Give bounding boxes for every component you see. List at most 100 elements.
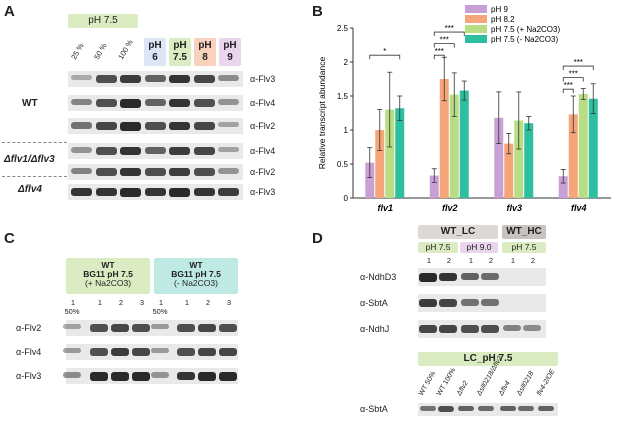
legend-swatch-2 bbox=[465, 25, 487, 33]
blot-band bbox=[63, 348, 81, 354]
blot-band bbox=[144, 147, 166, 154]
blot-band bbox=[419, 299, 437, 307]
blot-band bbox=[538, 406, 554, 412]
blot-band bbox=[151, 372, 169, 378]
c-lane-3: 3 bbox=[139, 298, 145, 307]
c-lane-sub-1: 50% bbox=[64, 307, 80, 316]
ph-box-line1: pH bbox=[198, 40, 212, 51]
d-bottom-lane-1: WT 100% bbox=[435, 366, 458, 397]
lane-label-2: 100 % bbox=[116, 38, 135, 61]
blot-band bbox=[144, 75, 166, 82]
blot-band bbox=[111, 372, 129, 381]
blot-band bbox=[132, 372, 150, 381]
blot-band bbox=[71, 122, 92, 129]
sig-flv2-b-label: *** bbox=[440, 36, 449, 45]
blot-band bbox=[439, 273, 457, 282]
legend-entry-2: pH 7.5 (+ Na2CO3) bbox=[491, 25, 560, 34]
box2-line1: WT bbox=[189, 260, 203, 270]
sig-flv2-c bbox=[433, 31, 465, 37]
blot-band bbox=[523, 325, 541, 331]
sig-flv4-a bbox=[562, 88, 574, 94]
blot-band bbox=[71, 75, 92, 80]
bar-flv4-3 bbox=[588, 98, 598, 198]
bottom-sbta-label: α-SbtA bbox=[360, 404, 388, 414]
blot-band bbox=[419, 325, 437, 333]
blot-band bbox=[95, 188, 117, 197]
blot-band bbox=[461, 299, 479, 306]
blot-band bbox=[151, 348, 169, 354]
bar-flv2-1 bbox=[439, 79, 449, 198]
panel-c-letter: C bbox=[4, 230, 15, 247]
blot-band bbox=[144, 122, 166, 130]
bar-flv3-1 bbox=[504, 143, 514, 198]
blot-band bbox=[218, 168, 239, 174]
ph-box-3: pH 9 bbox=[219, 38, 241, 66]
blot-band bbox=[518, 406, 534, 412]
ph75-header: pH 7.5 bbox=[418, 242, 458, 253]
bar-flv1-1 bbox=[375, 130, 385, 198]
blot-band bbox=[177, 348, 195, 356]
sig-flv4-b-label: *** bbox=[569, 70, 578, 79]
antibody-label-c-0: α-Flv2 bbox=[16, 323, 42, 333]
ph-box-line1: pH bbox=[148, 40, 162, 51]
ph-header: pH 7.5 bbox=[68, 14, 138, 28]
box1-line3: (+ Na2CO3) bbox=[84, 278, 132, 288]
blot-band bbox=[71, 168, 92, 174]
blot-band bbox=[177, 324, 195, 332]
legend-entry-1: pH 8.2 bbox=[491, 15, 515, 24]
blot-band bbox=[144, 99, 166, 106]
blot-band bbox=[439, 325, 457, 333]
sig-flv4-c bbox=[562, 65, 594, 71]
bar-flv1-0 bbox=[365, 162, 375, 198]
blot-band bbox=[169, 147, 190, 155]
blot-band bbox=[219, 372, 237, 381]
bar-flv1-2 bbox=[385, 109, 395, 198]
panel-a-letter: A bbox=[4, 3, 15, 20]
y-tick-label: 2.5 bbox=[337, 24, 349, 33]
blot-band bbox=[95, 75, 117, 83]
blot-band bbox=[219, 348, 237, 356]
blot-band bbox=[219, 324, 237, 332]
blot-band bbox=[481, 273, 499, 280]
blot-band bbox=[218, 75, 239, 81]
ph-box-line2: 8 bbox=[202, 52, 208, 63]
d-bottom-lane-6: flv4-2/OE bbox=[535, 368, 557, 397]
blot-band bbox=[169, 122, 190, 131]
y-tick-label: 1.5 bbox=[337, 92, 349, 101]
box2-line3: (- Na2CO3) bbox=[174, 278, 218, 288]
bar-chart: 0 0.5 1 1.5 2 2.5 Relative transcript abundanc… bbox=[317, 5, 611, 213]
box1-line1: WT bbox=[101, 260, 115, 270]
blot-band bbox=[218, 147, 239, 152]
blot-band bbox=[439, 299, 457, 307]
blot-band bbox=[111, 348, 129, 356]
blot-band bbox=[198, 348, 216, 356]
blot-band bbox=[120, 147, 141, 156]
panel-b-letter: B bbox=[312, 3, 323, 20]
blot-band bbox=[95, 147, 117, 155]
y-tick-label: 1 bbox=[344, 126, 349, 135]
blot-band bbox=[90, 372, 108, 381]
ph90-header: pH 9.0 bbox=[460, 242, 498, 253]
bar-flv2-0 bbox=[429, 175, 439, 198]
blot-band bbox=[71, 99, 92, 105]
x-tick-label-flv1: flv1 bbox=[377, 203, 393, 213]
legend-entry-0: pH 9 bbox=[491, 5, 508, 14]
blot-band bbox=[95, 99, 117, 107]
blot-strip-c-1 bbox=[66, 344, 238, 360]
divider-line-1 bbox=[2, 142, 67, 143]
y-tick-label: 0 bbox=[344, 194, 349, 203]
blot-band bbox=[169, 75, 190, 84]
blot-band bbox=[218, 188, 239, 196]
blot-band bbox=[478, 406, 494, 412]
c-lane-7: 3 bbox=[226, 298, 232, 307]
blot-band bbox=[144, 168, 166, 176]
legend-entry-3: pH 7.5 (- Na2CO3) bbox=[491, 35, 558, 44]
antibody-label-c-2: α-Flv3 bbox=[16, 371, 42, 381]
sig-flv2-b bbox=[433, 43, 455, 48]
blot-band bbox=[63, 324, 81, 329]
x-tick-label-flv2: flv2 bbox=[442, 203, 458, 213]
antibody-label-d-2: α-NdhJ bbox=[360, 324, 390, 334]
antibody-label-c-1: α-Flv4 bbox=[16, 347, 42, 357]
blot-band bbox=[132, 324, 150, 332]
wt-lc-header: WT_LC bbox=[418, 225, 498, 239]
